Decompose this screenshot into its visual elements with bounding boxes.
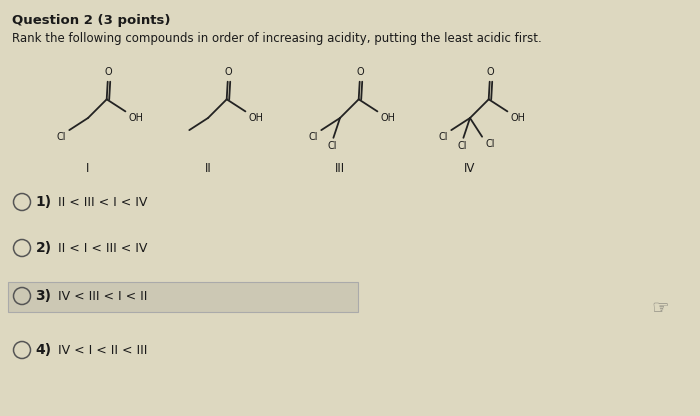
Text: OH: OH [248,114,263,124]
Text: 4): 4) [36,343,52,357]
Text: Cl: Cl [458,141,467,151]
Text: 1): 1) [36,195,52,209]
Text: Question 2 (3 points): Question 2 (3 points) [12,14,171,27]
Text: OH: OH [128,114,144,124]
Text: OH: OH [510,114,526,124]
Text: O: O [487,67,494,77]
Text: II: II [204,162,211,175]
Text: O: O [357,67,365,77]
FancyBboxPatch shape [8,282,358,312]
Text: IV < III < I < II: IV < III < I < II [53,290,147,302]
Text: ☞: ☞ [651,299,668,317]
Text: O: O [105,67,113,77]
Text: Rank the following compounds in order of increasing acidity, putting the least a: Rank the following compounds in order of… [12,32,542,45]
Text: II < I < III < IV: II < I < III < IV [53,242,147,255]
Text: OH: OH [380,114,395,124]
Text: IV < I < II < III: IV < I < II < III [53,344,147,357]
Text: Cl: Cl [309,132,318,142]
Text: III: III [335,162,345,175]
Text: IV: IV [464,162,476,175]
Text: Cl: Cl [328,141,337,151]
Text: II < III < I < IV: II < III < I < IV [53,196,147,208]
Text: Cl: Cl [485,139,495,149]
Text: I: I [86,162,90,175]
Text: Cl: Cl [57,132,66,142]
Text: 2): 2) [36,241,52,255]
Text: Cl: Cl [439,132,448,142]
Text: O: O [225,67,232,77]
Text: 3): 3) [36,289,52,303]
